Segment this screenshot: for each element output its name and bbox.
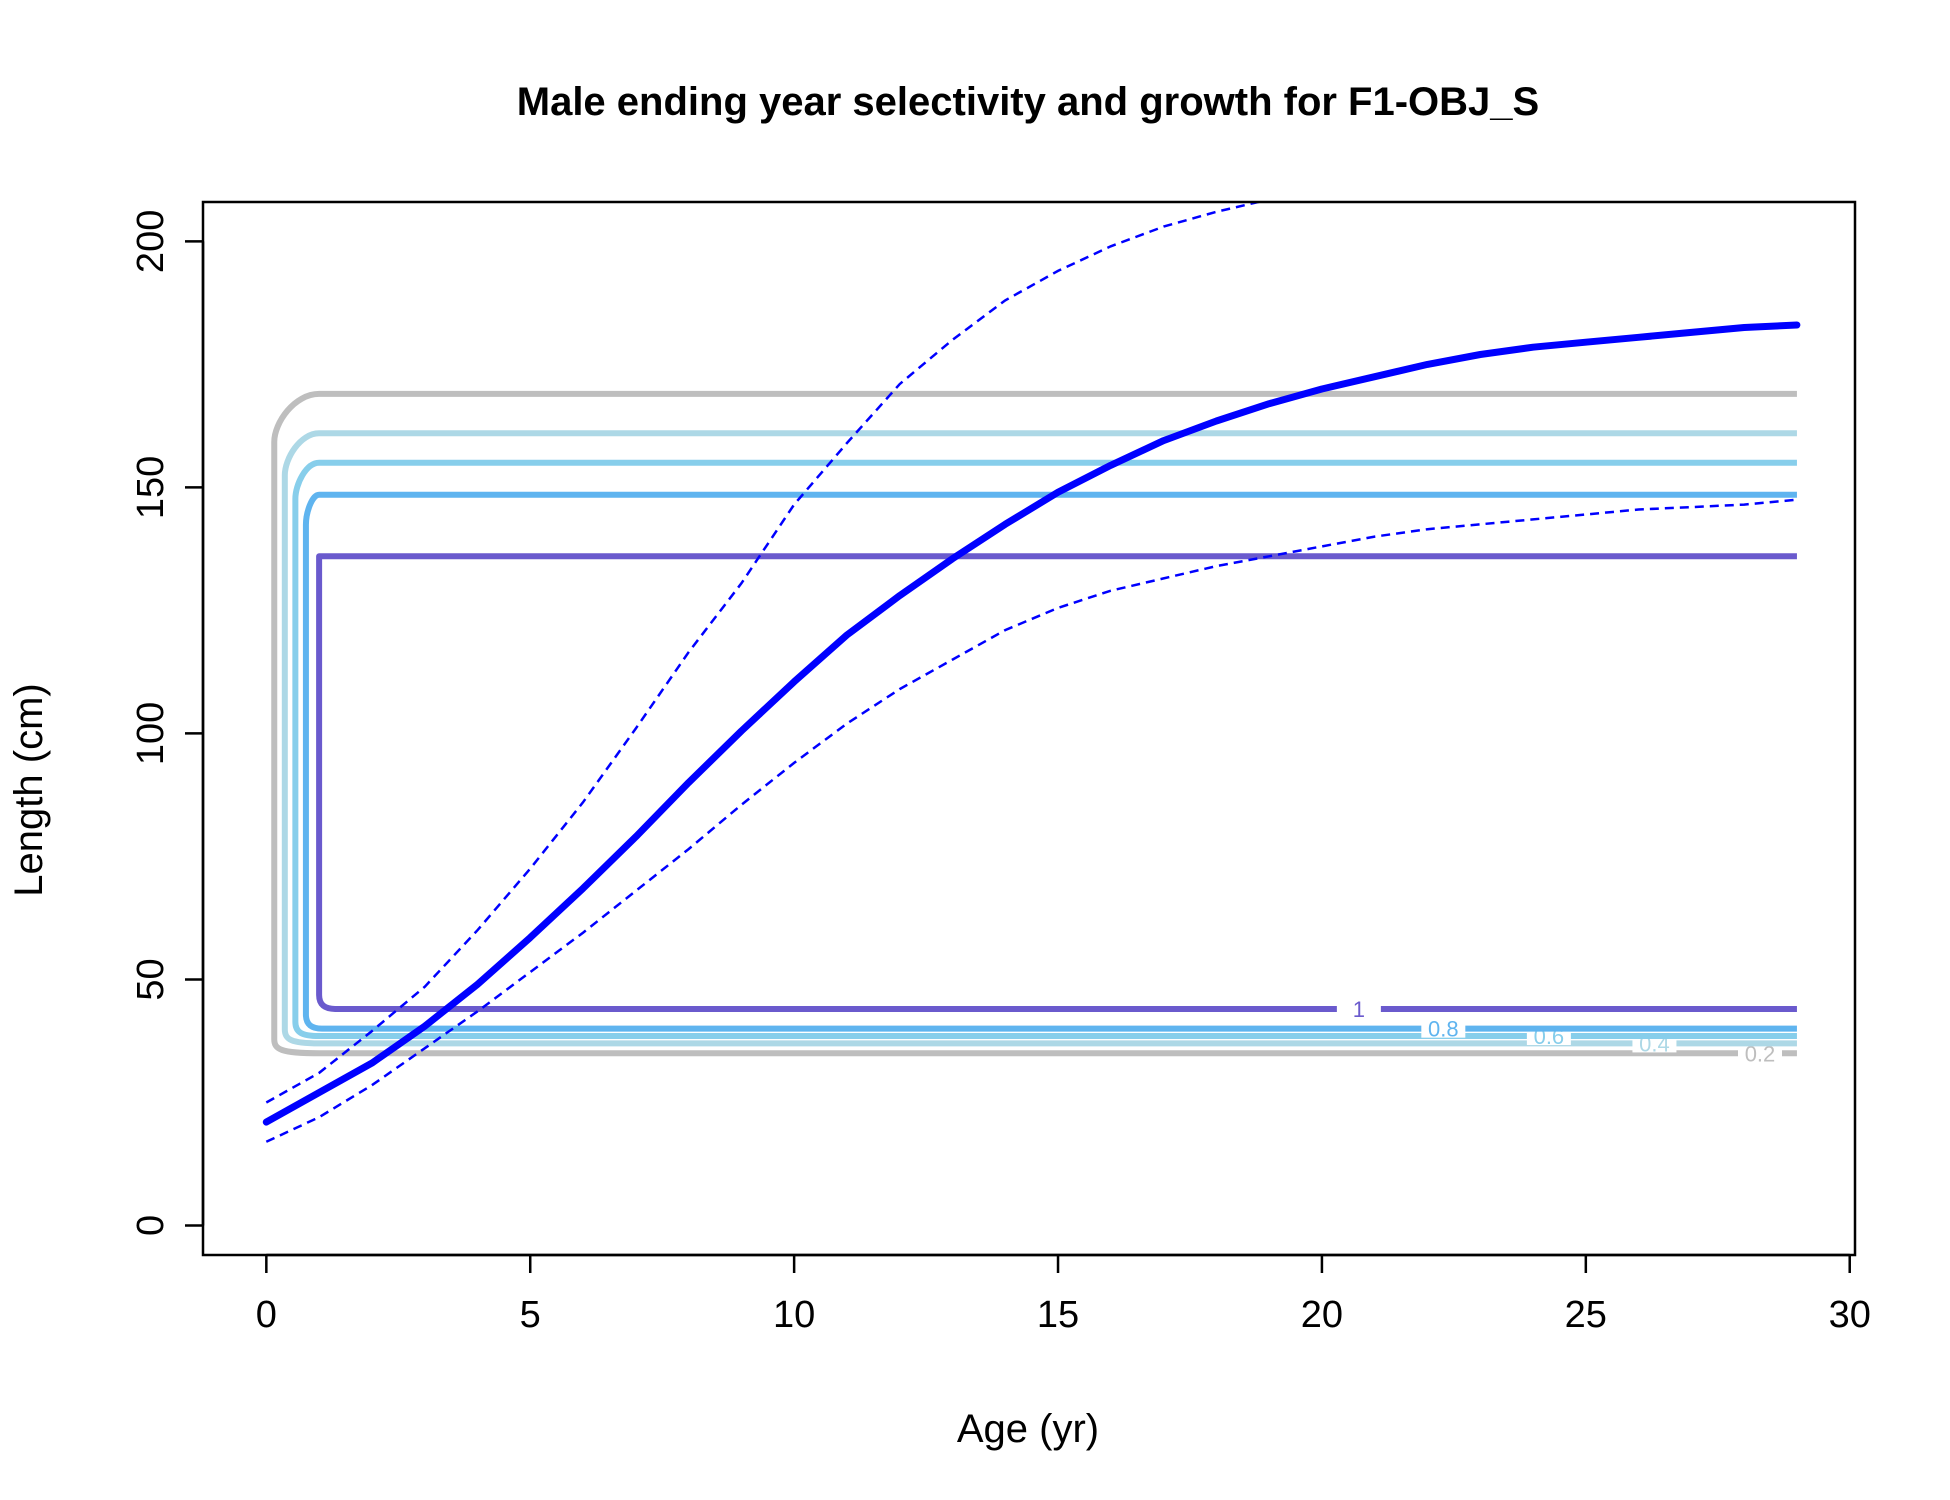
x-tick-label-30: 30 xyxy=(1829,1294,1871,1336)
y-tick-label-0: 0 xyxy=(130,1215,172,1236)
contour-line-0-2 xyxy=(271,390,1797,1057)
y-tick-label-200: 200 xyxy=(130,210,172,273)
contour-label-0-8: 0.8 xyxy=(1428,1017,1459,1042)
x-tick-label-5: 5 xyxy=(520,1294,541,1336)
contour-label-gap-0-8 xyxy=(1421,1019,1466,1038)
y-tick-label-150: 150 xyxy=(130,456,172,519)
x-tick-label-0: 0 xyxy=(256,1294,277,1336)
x-tick-label-25: 25 xyxy=(1565,1294,1607,1336)
x-tick-label-20: 20 xyxy=(1301,1294,1343,1336)
x-tick-label-15: 15 xyxy=(1037,1294,1079,1336)
contour-label-1: 1 xyxy=(1353,997,1365,1022)
contour-line-0-6 xyxy=(292,459,1797,1040)
contour-line-0-8 xyxy=(302,491,1797,1032)
growth-mean-line xyxy=(262,321,1801,1126)
contour-label-gap-1 xyxy=(1336,999,1381,1018)
y-tick-label-100: 100 xyxy=(130,702,172,765)
growth-upper-interval-line xyxy=(265,202,1264,1104)
chart-title: Male ending year selectivity and growth … xyxy=(517,80,1539,124)
x-axis-label: Age (yr) xyxy=(957,1407,1099,1451)
contour-label-gap-0-2 xyxy=(1737,1044,1782,1063)
x-tick-label-10: 10 xyxy=(773,1294,815,1336)
plot-area: 0.20.40.60.81 xyxy=(262,202,1801,1143)
y-axis-label: Length (cm) xyxy=(7,683,51,896)
growth-lower-interval-line xyxy=(265,498,1798,1143)
y-tick-label-50: 50 xyxy=(130,958,172,1000)
contour-line-0-4 xyxy=(281,430,1797,1047)
axes: 0 5 10 15 20 25 30 0 50 100 150 200 xyxy=(130,200,1871,1336)
contour-line-1 xyxy=(316,553,1797,1012)
